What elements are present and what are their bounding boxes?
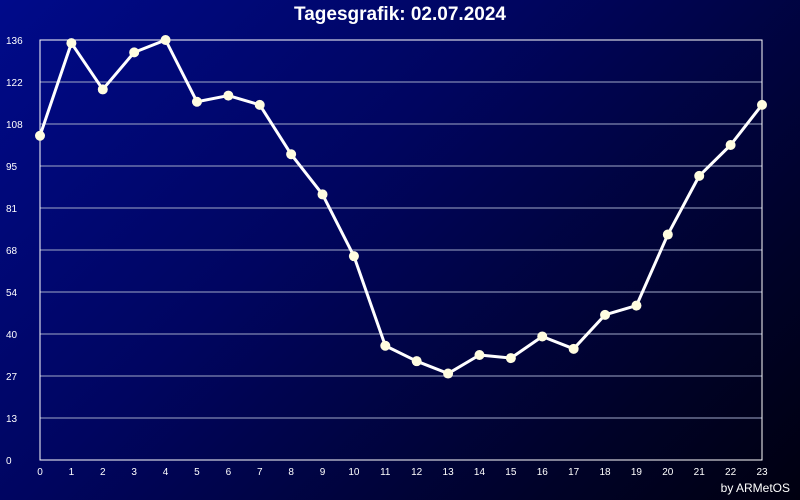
data-point — [537, 331, 548, 342]
series-line — [38, 38, 764, 376]
credit-text: by ARMetOS — [720, 481, 790, 495]
x-tick-label: 19 — [631, 467, 643, 478]
data-point — [286, 149, 297, 160]
x-tick-label: 0 — [37, 467, 43, 478]
data-point — [348, 251, 359, 262]
x-tick-label: 8 — [288, 467, 294, 478]
data-point — [223, 90, 234, 101]
data-point — [505, 353, 516, 364]
y-tick-label: 95 — [6, 162, 18, 173]
data-point — [631, 300, 642, 311]
x-tick-label: 10 — [348, 467, 360, 478]
data-point — [600, 309, 611, 320]
data-point — [97, 84, 108, 95]
x-tick-label: 5 — [194, 467, 200, 478]
x-tick-label: 1 — [69, 467, 75, 478]
y-tick-label: 40 — [6, 330, 18, 341]
data-point — [129, 47, 140, 58]
y-tick-label: 54 — [6, 288, 18, 299]
y-tick-label: 27 — [6, 372, 18, 383]
y-tick-label: 122 — [6, 78, 23, 89]
x-tick-label: 16 — [537, 467, 549, 478]
data-point — [662, 229, 673, 240]
x-tick-label: 2 — [100, 467, 106, 478]
x-tick-label: 22 — [725, 467, 737, 478]
x-tick-label: 21 — [694, 467, 706, 478]
y-tick-label: 136 — [6, 36, 23, 47]
data-point — [317, 189, 328, 200]
data-point — [568, 343, 579, 354]
x-tick-label: 20 — [662, 467, 674, 478]
data-point — [191, 96, 202, 107]
x-tick-label: 14 — [474, 467, 486, 478]
x-tick-label: 11 — [380, 467, 391, 478]
x-tick-label: 12 — [411, 467, 423, 478]
data-point — [725, 140, 736, 150]
x-tick-label: 6 — [226, 467, 232, 478]
data-point — [694, 170, 705, 181]
plot-frame — [39, 39, 763, 461]
x-tick-label: 23 — [756, 467, 768, 478]
data-point — [380, 340, 391, 351]
y-tick-label: 13 — [6, 414, 18, 425]
x-tick-label: 7 — [257, 467, 263, 478]
x-tick-label: 17 — [568, 467, 580, 478]
y-tick-label: 0 — [6, 456, 12, 467]
x-tick-label: 18 — [599, 467, 611, 478]
x-tick-label: 13 — [443, 467, 455, 478]
x-tick-label: 9 — [320, 467, 326, 478]
data-point — [757, 99, 767, 110]
x-tick-label: 3 — [131, 467, 137, 478]
y-tick-label: 68 — [6, 246, 18, 257]
chart-title: Tagesgrafik: 02.07.2024 — [294, 4, 506, 25]
x-tick-label: 15 — [505, 467, 517, 478]
data-point — [254, 99, 265, 110]
data-point — [35, 130, 45, 141]
data-point — [66, 38, 77, 49]
data-point — [474, 350, 485, 360]
data-point — [160, 35, 171, 45]
y-tick-label: 81 — [6, 204, 18, 215]
data-point — [443, 368, 454, 379]
data-point — [411, 356, 422, 367]
x-tick-label: 4 — [163, 467, 169, 478]
y-tick-label: 108 — [6, 120, 23, 131]
